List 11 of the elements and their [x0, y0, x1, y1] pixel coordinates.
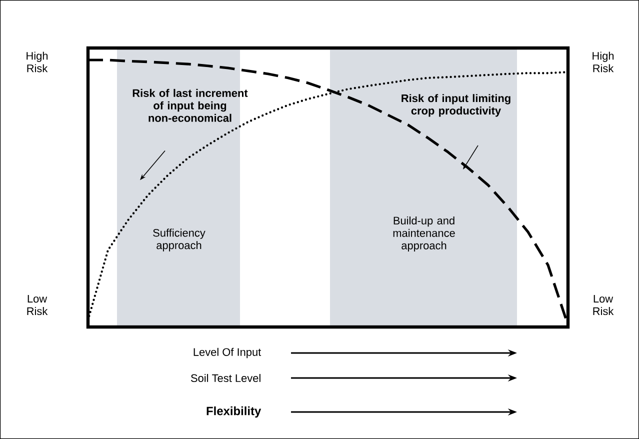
text: Flexibility — [206, 406, 262, 418]
series-label: Risk of last increment of input being non-economical — [132, 88, 248, 122]
text: Soil Test Level — [190, 374, 260, 382]
series-label: Risk of input limiting crop productivity — [402, 94, 510, 117]
annotation: Sufficiency approach — [153, 228, 206, 252]
text: High Risk — [592, 52, 614, 72]
text: High Risk — [26, 52, 48, 72]
text: Low Risk — [27, 294, 48, 316]
text: Low Risk — [593, 294, 614, 316]
annotation: Build-up and maintenance approach — [393, 216, 455, 252]
text: Level Of Input — [194, 348, 262, 358]
